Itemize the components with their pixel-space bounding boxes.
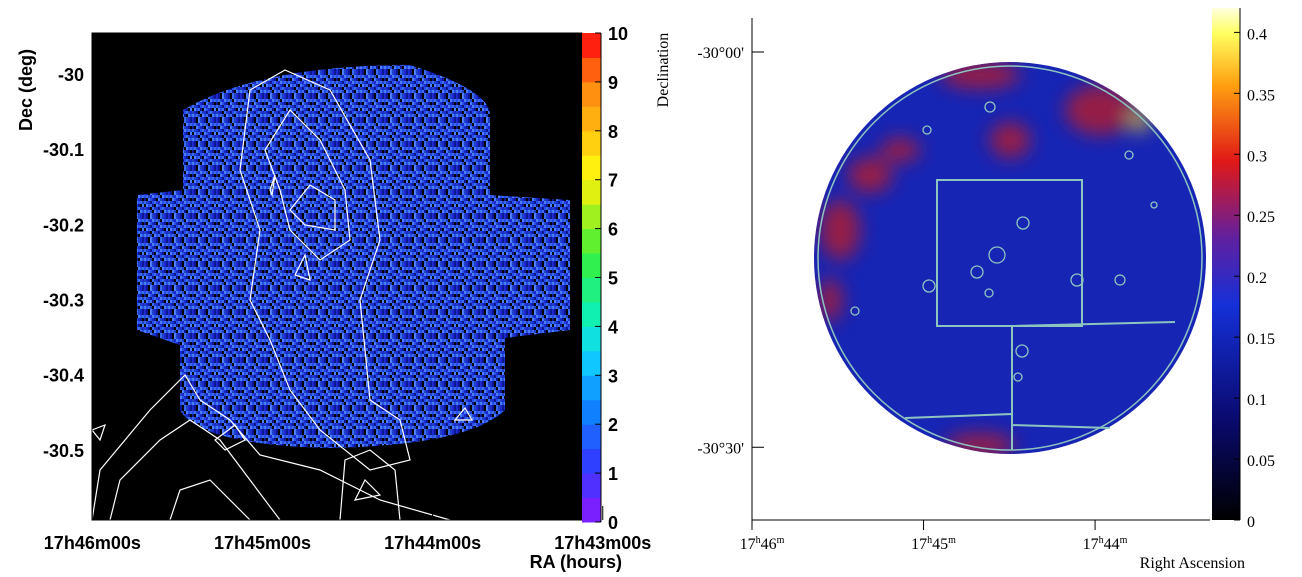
colorbar-step [582, 277, 601, 303]
colorbar-step [582, 424, 601, 450]
y-tick-label: -30.2 [43, 215, 84, 235]
colorbar-tick-label: 6 [608, 220, 618, 240]
x-tick-label: 17h43m00s [554, 533, 651, 553]
y-tick-label: -30 [58, 65, 84, 85]
colorbar-step [582, 204, 601, 230]
colorbar-step [582, 33, 601, 58]
colorbar-tick-label: 0.35 [1247, 87, 1275, 104]
colorbar-tick-label: 5 [608, 269, 618, 289]
colorbar-tick-label: 4 [608, 317, 618, 337]
x-tick-label: 17h46m00s [44, 533, 141, 553]
colorbar-step [582, 350, 601, 376]
colorbar-step [582, 375, 601, 401]
left-panel: Dec (deg) RA (hours) 17h46m00s 17h45m00s 1… [16, 24, 651, 572]
colorbar-step [582, 130, 601, 156]
colorbar-step [582, 473, 601, 499]
colorbar-tick-label: 7 [608, 171, 618, 191]
colorbar-tick-label: 0.2 [1247, 270, 1267, 287]
colorbar-tick-label: 0.1 [1247, 392, 1267, 409]
colorbar-tick-label: 3 [608, 366, 618, 386]
x-tick-label: 17h44m [1083, 535, 1128, 553]
colorbar-tick-label: 0 [608, 513, 618, 533]
colorbar-step [582, 399, 601, 425]
colorbar-tick-label: 0.15 [1247, 331, 1275, 348]
colorbar-step [582, 81, 601, 107]
y-axis-title: Dec (deg) [16, 49, 36, 131]
colorbar-tick-label: 8 [608, 122, 618, 142]
sky-image [814, 62, 1206, 454]
colorbar-tick-label: 0.4 [1247, 26, 1267, 43]
y-axis-title: Declination [655, 33, 672, 108]
x-axis-title: Right Ascension [1140, 555, 1245, 572]
y-tick-label: -30°30' [697, 440, 744, 457]
colorbar-step [582, 301, 601, 327]
colorbar-tick-label: 0 [1247, 514, 1255, 531]
colorbar-step [582, 253, 601, 278]
colorbar-step [582, 448, 601, 474]
colorbar-step [582, 228, 601, 254]
colorbar-step [582, 326, 601, 352]
y-tick-label: -30.4 [43, 366, 84, 386]
colorbar-tick-label: 9 [608, 73, 618, 93]
colorbar-tick-label: 1 [608, 464, 618, 484]
sky-image [92, 33, 582, 520]
y-tick-label: -30.1 [43, 140, 84, 160]
y-tick-label: -30.3 [43, 291, 84, 311]
x-tick-label: 17h44m00s [384, 533, 481, 553]
x-axis-title: RA (hours) [530, 552, 622, 572]
y-tick-label: -30°00' [697, 45, 744, 62]
colorbar-step [582, 179, 601, 205]
colorbar-tick-label: 0.25 [1247, 209, 1275, 226]
colorbar-step [582, 106, 601, 132]
right-panel: Declination Right Ascension 17h46m 17h45m… [655, 8, 1275, 572]
colorbar-tick-label: 10 [608, 24, 628, 44]
colorbar-step [582, 57, 601, 83]
x-tick-label: 17h46m [740, 535, 785, 553]
colorbar-tick-label: 0.05 [1247, 453, 1275, 470]
x-tick-label: 17h45m00s [214, 533, 311, 553]
colorbar-tick-label: 2 [608, 415, 618, 435]
colorbar-tick-label: 0.3 [1247, 148, 1267, 165]
colorbar [1212, 8, 1240, 520]
colorbar-step [582, 497, 601, 523]
y-tick-label: -30.5 [43, 441, 84, 461]
x-tick-label: 17h45m [911, 535, 956, 553]
colorbar-step [582, 155, 601, 181]
